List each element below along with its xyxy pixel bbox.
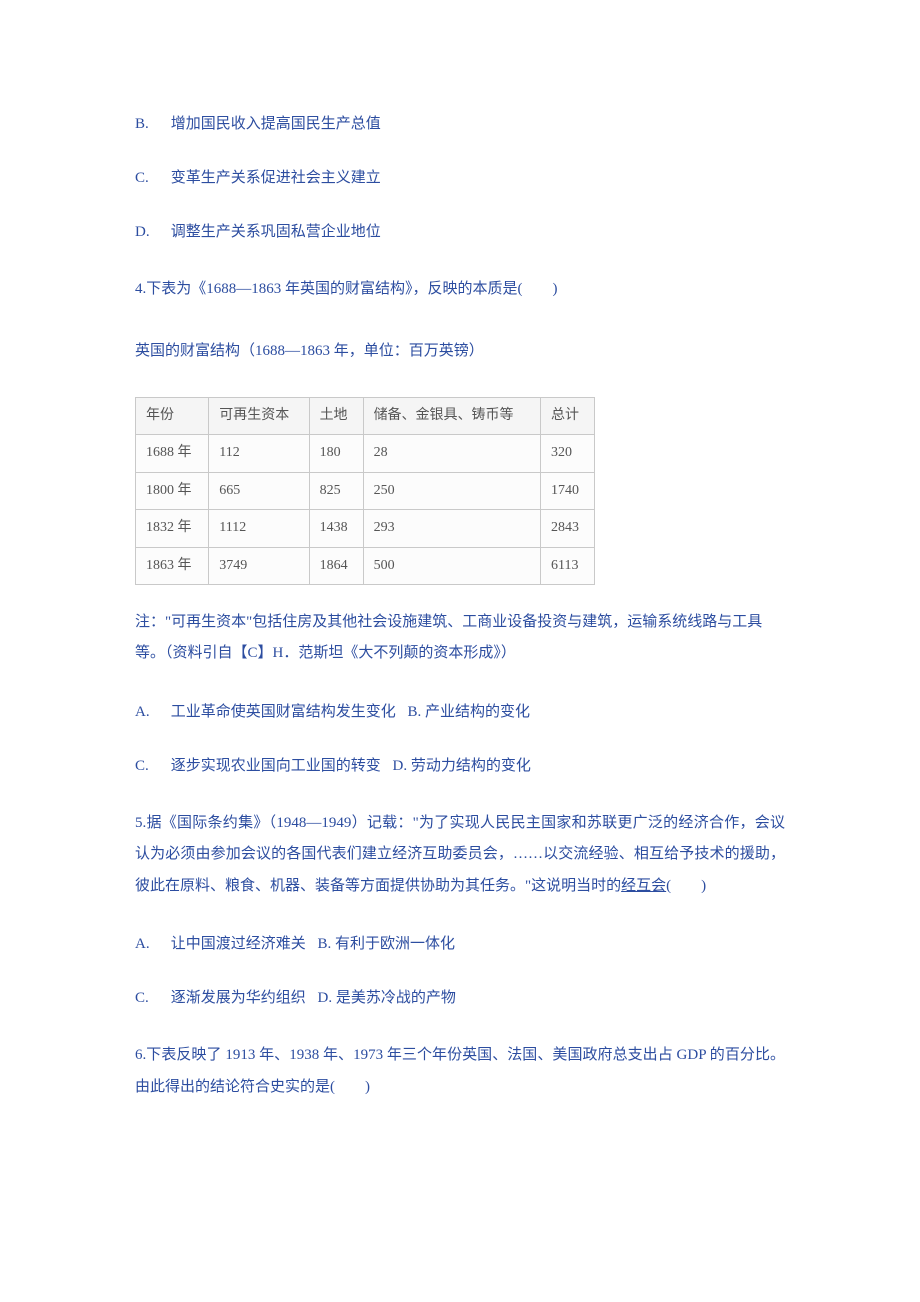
option-letter: D. [393, 758, 408, 774]
wealth-table: 年份 可再生资本 土地 储备、金银具、铸币等 总计 1688 年 112 180… [135, 397, 595, 585]
cell: 665 [209, 472, 309, 509]
option-b: B. 增加国民收入提高国民生产总值 [135, 112, 785, 136]
option-text: 是美苏冷战的产物 [336, 990, 456, 1006]
page: B. 增加国民收入提高国民生产总值 C. 变革生产关系促进社会主义建立 D. 调… [0, 0, 920, 1302]
q4-table: 年份 可再生资本 土地 储备、金银具、铸币等 总计 1688 年 112 180… [135, 397, 785, 585]
cell: 1863 年 [136, 547, 209, 584]
cell: 1800 年 [136, 472, 209, 509]
table-header-row: 年份 可再生资本 土地 储备、金银具、铸币等 总计 [136, 398, 595, 435]
option-letter: B. [318, 936, 332, 952]
option-letter: A. [135, 932, 167, 956]
option-letter: C. [135, 166, 167, 190]
q4-options-ab: A. 工业革命使英国财富结构发生变化 B. 产业结构的变化 [135, 700, 785, 724]
cell: 2843 [540, 510, 594, 547]
cell: 1438 [309, 510, 363, 547]
cell: 28 [363, 435, 540, 472]
option-letter: B. [135, 112, 167, 136]
cell: 825 [309, 472, 363, 509]
option-text: 让中国渡过经济难关 [171, 936, 306, 952]
q5-stem-underlined: 经互会 [621, 878, 666, 894]
table-row: 1800 年 665 825 250 1740 [136, 472, 595, 509]
col-total: 总计 [540, 398, 594, 435]
option-text: 增加国民收入提高国民生产总值 [171, 116, 381, 132]
table-row: 1832 年 1112 1438 293 2843 [136, 510, 595, 547]
q5-stem: 5.据《国际条约集》（1948—1949）记载："为了实现人民民主国家和苏联更广… [135, 808, 785, 903]
cell: 293 [363, 510, 540, 547]
option-text: 劳动力结构的变化 [411, 758, 531, 774]
cell: 1864 [309, 547, 363, 584]
cell: 112 [209, 435, 309, 472]
cell: 1740 [540, 472, 594, 509]
col-year: 年份 [136, 398, 209, 435]
option-d: D. 调整生产关系巩固私营企业地位 [135, 220, 785, 244]
option-letter: C. [135, 754, 167, 778]
table-row: 1863 年 3749 1864 500 6113 [136, 547, 595, 584]
option-letter: D. [135, 220, 167, 244]
cell: 250 [363, 472, 540, 509]
option-text: 产业结构的变化 [425, 704, 530, 720]
option-text: 逐渐发展为华约组织 [171, 990, 306, 1006]
option-text: 有利于欧洲一体化 [335, 936, 455, 952]
q4-options-cd: C. 逐步实现农业国向工业国的转变 D. 劳动力结构的变化 [135, 754, 785, 778]
option-letter: B. [408, 704, 422, 720]
q5-stem-post: ( ) [666, 878, 706, 894]
cell: 320 [540, 435, 594, 472]
cell: 1832 年 [136, 510, 209, 547]
cell: 6113 [540, 547, 594, 584]
option-letter: D. [318, 990, 333, 1006]
table-row: 1688 年 112 180 28 320 [136, 435, 595, 472]
cell: 180 [309, 435, 363, 472]
col-land: 土地 [309, 398, 363, 435]
cell: 3749 [209, 547, 309, 584]
option-text: 变革生产关系促进社会主义建立 [171, 170, 381, 186]
q4-caption: 英国的财富结构（1688—1863 年，单位：百万英镑） [135, 336, 785, 368]
col-repro: 可再生资本 [209, 398, 309, 435]
q5-options-cd: C. 逐渐发展为华约组织 D. 是美苏冷战的产物 [135, 986, 785, 1010]
cell: 1112 [209, 510, 309, 547]
q6-stem: 6.下表反映了 1913 年、1938 年、1973 年三个年份英国、法国、美国… [135, 1040, 785, 1103]
option-text: 逐步实现农业国向工业国的转变 [171, 758, 381, 774]
q5-options-ab: A. 让中国渡过经济难关 B. 有利于欧洲一体化 [135, 932, 785, 956]
option-letter: A. [135, 700, 167, 724]
q4-stem: 4.下表为《1688—1863 年英国的财富结构》，反映的本质是( ) [135, 274, 785, 306]
option-text: 调整生产关系巩固私营企业地位 [171, 224, 381, 240]
cell: 500 [363, 547, 540, 584]
cell: 1688 年 [136, 435, 209, 472]
q4-note: 注："可再生资本"包括住房及其他社会设施建筑、工商业设备投资与建筑，运输系统线路… [135, 607, 785, 670]
option-text: 工业革命使英国财富结构发生变化 [171, 704, 396, 720]
option-letter: C. [135, 986, 167, 1010]
option-c: C. 变革生产关系促进社会主义建立 [135, 166, 785, 190]
col-reserve: 储备、金银具、铸币等 [363, 398, 540, 435]
